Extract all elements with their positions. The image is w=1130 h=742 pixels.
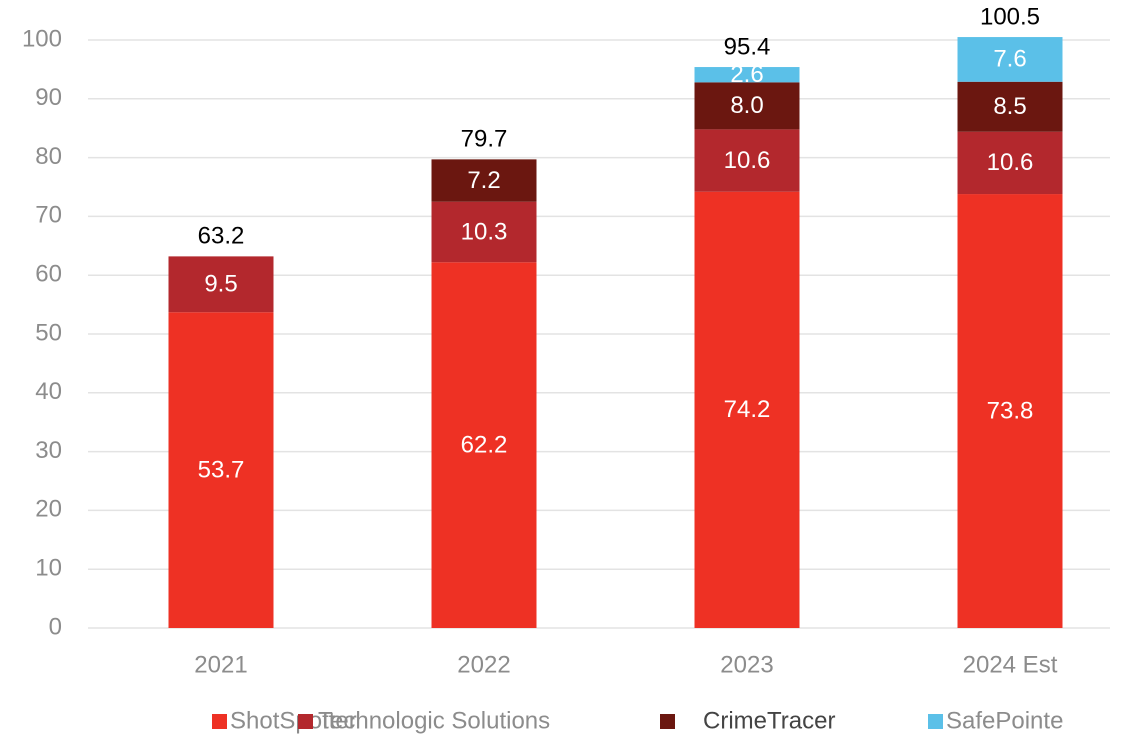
- bar-segment: [694, 67, 800, 83]
- bar-segment: [168, 256, 274, 313]
- bar-segment: [694, 82, 800, 130]
- x-tick-label: 2024 Est: [963, 651, 1058, 678]
- y-tick-label: 50: [35, 319, 62, 346]
- y-tick-label: 30: [35, 437, 62, 464]
- total-label: 79.7: [461, 126, 508, 153]
- y-tick-label: 20: [35, 496, 62, 523]
- x-tick-label: 2022: [457, 651, 510, 678]
- data-label: 7.6: [993, 46, 1026, 73]
- legend-label: CrimeTracer: [703, 707, 835, 734]
- y-tick-label: 0: [49, 613, 62, 640]
- y-tick-label: 90: [35, 84, 62, 111]
- bar-segment: [694, 129, 800, 192]
- bar-segment: [431, 262, 537, 628]
- legend-swatch: [212, 714, 227, 729]
- total-label: 100.5: [980, 3, 1040, 30]
- bar-segment: [957, 81, 1063, 132]
- legend-label: SafePointe: [946, 707, 1063, 734]
- total-label: 63.2: [198, 223, 245, 250]
- data-label: 10.6: [987, 149, 1034, 176]
- y-tick-label: 80: [35, 143, 62, 170]
- bar-segment: [957, 37, 1063, 82]
- y-tick-label: 100: [22, 25, 62, 52]
- data-label: 10.6: [724, 147, 771, 174]
- y-tick-label: 10: [35, 555, 62, 582]
- data-label: 53.7: [198, 456, 245, 483]
- y-tick-label: 60: [35, 261, 62, 288]
- data-label: 62.2: [461, 431, 508, 458]
- data-label: 8.0: [730, 92, 763, 119]
- bar-segment: [168, 312, 274, 628]
- bar-segment: [957, 194, 1063, 628]
- x-tick-label: 2023: [720, 651, 773, 678]
- total-label: 95.4: [724, 33, 771, 60]
- data-label: 7.2: [467, 167, 500, 194]
- legend-swatch: [298, 714, 313, 729]
- data-label: 73.8: [987, 397, 1034, 424]
- y-tick-label: 40: [35, 378, 62, 405]
- legend-label: Technologic Solutions: [318, 707, 550, 734]
- data-label: 2.6: [730, 61, 763, 88]
- bar-segment: [431, 159, 537, 202]
- bar-segment: [957, 131, 1063, 195]
- data-label: 8.5: [993, 93, 1026, 120]
- bar-segment: [694, 191, 800, 629]
- data-label: 9.5: [204, 271, 237, 298]
- y-tick-label: 70: [35, 202, 62, 229]
- x-tick-label: 2021: [194, 651, 247, 678]
- data-label: 74.2: [724, 396, 771, 423]
- legend-swatch: [928, 714, 943, 729]
- bar-segment: [431, 201, 537, 263]
- legend-swatch: [660, 714, 675, 729]
- data-label: 10.3: [461, 218, 508, 245]
- legend-label: ShotSpotter: [230, 707, 357, 734]
